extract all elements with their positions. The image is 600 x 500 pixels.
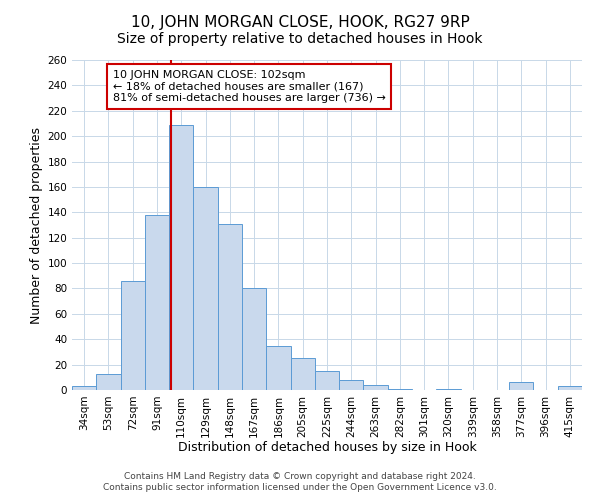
Bar <box>339 380 364 390</box>
Bar <box>388 388 412 390</box>
Text: 10, JOHN MORGAN CLOSE, HOOK, RG27 9RP: 10, JOHN MORGAN CLOSE, HOOK, RG27 9RP <box>131 15 469 30</box>
Bar <box>218 224 242 390</box>
Bar <box>558 386 582 390</box>
Bar <box>315 371 339 390</box>
Bar <box>72 386 96 390</box>
Bar <box>509 382 533 390</box>
Bar <box>266 346 290 390</box>
Bar <box>436 388 461 390</box>
Y-axis label: Number of detached properties: Number of detached properties <box>30 126 43 324</box>
Bar <box>364 385 388 390</box>
Bar <box>290 358 315 390</box>
Bar <box>169 124 193 390</box>
Bar <box>242 288 266 390</box>
Bar <box>96 374 121 390</box>
Bar <box>145 215 169 390</box>
Text: Contains HM Land Registry data © Crown copyright and database right 2024.
Contai: Contains HM Land Registry data © Crown c… <box>103 472 497 492</box>
Text: Size of property relative to detached houses in Hook: Size of property relative to detached ho… <box>117 32 483 46</box>
Bar <box>121 281 145 390</box>
Bar <box>193 187 218 390</box>
X-axis label: Distribution of detached houses by size in Hook: Distribution of detached houses by size … <box>178 441 476 454</box>
Text: 10 JOHN MORGAN CLOSE: 102sqm
← 18% of detached houses are smaller (167)
81% of s: 10 JOHN MORGAN CLOSE: 102sqm ← 18% of de… <box>113 70 386 103</box>
